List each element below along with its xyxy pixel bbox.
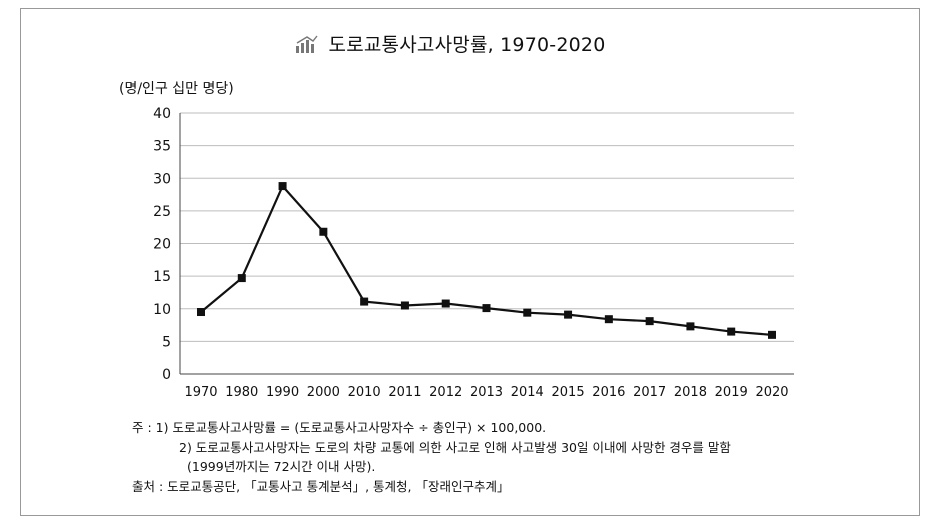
data-point — [523, 308, 532, 317]
y-tick-labels: 0 5 10 15 20 25 30 35 40 — [153, 106, 171, 383]
data-point — [768, 330, 776, 339]
x-tick-label: 2020 — [755, 385, 788, 400]
x-tick-label: 2011 — [388, 385, 421, 400]
chart-title-text: 도로교통사고사망률, 1970-2020 — [328, 34, 606, 56]
y-tick-label: 10 — [153, 302, 171, 318]
x-tick-label: 2000 — [307, 385, 340, 400]
note-2: 2) 도로교통사고사망자는 도로의 차량 교통에 의한 사고로 인해 사고발생 … — [179, 439, 731, 455]
x-tick-label: 2016 — [592, 385, 625, 400]
bar-chart-icon — [295, 35, 319, 58]
data-point — [645, 317, 654, 326]
x-tick-label: 1970 — [184, 385, 217, 400]
chart-frame — [20, 8, 920, 516]
x-tick-label: 2015 — [552, 385, 585, 400]
x-tick-label: 1990 — [266, 385, 299, 400]
y-tick-label: 15 — [153, 269, 171, 285]
note-3: (1999년까지는 72시간 이내 사망). — [187, 459, 376, 474]
data-point — [197, 308, 205, 317]
x-tick-label: 2012 — [429, 385, 462, 400]
chart-title: 도로교통사고사망률, 1970-2020 — [0, 30, 900, 58]
data-point — [278, 182, 287, 191]
x-tick-label: 2019 — [715, 385, 748, 400]
data-point — [319, 227, 328, 236]
y-tick-label: 20 — [153, 237, 171, 253]
data-point — [564, 310, 573, 319]
data-point — [400, 301, 409, 310]
series-group — [197, 182, 776, 339]
axes — [179, 113, 794, 375]
x-tick-label: 2010 — [348, 385, 381, 400]
x-tick-label: 1980 — [225, 385, 258, 400]
data-point — [441, 299, 450, 308]
x-tick-labels: 1970 1980 1990 2000 2010 2011 2012 2013 2014 2015… — [184, 385, 788, 400]
source-note: 출처 : 도로교통공단, 「교통사고 통계분석」, 통계청, 「장래인구추계」 — [132, 478, 510, 494]
data-point — [686, 322, 695, 331]
series-line — [200, 184, 773, 336]
y-tick-label: 25 — [153, 204, 171, 220]
y-tick-label: 35 — [153, 139, 171, 155]
data-point — [482, 304, 491, 313]
y-tick-label: 5 — [162, 334, 171, 350]
data-point — [360, 297, 369, 306]
data-point — [604, 315, 613, 324]
y-tick-label: 0 — [162, 367, 171, 383]
x-tick-label: 2013 — [470, 385, 503, 400]
x-tick-label: 2014 — [511, 385, 544, 400]
y-tick-label: 30 — [153, 171, 171, 187]
footnotes: 주 : 1) 도로교통사고사망률 = (도로교통사고사망자수 ÷ 총인구) × … — [132, 418, 731, 496]
x-tick-label: 2017 — [633, 385, 666, 400]
y-tick-label: 40 — [153, 106, 171, 122]
note-1: 주 : 1) 도로교통사고사망률 = (도로교통사고사망자수 ÷ 총인구) × … — [132, 420, 547, 435]
x-tick-label: 2018 — [674, 385, 707, 400]
grid-lines — [180, 112, 794, 342]
y-axis-label: (명/인구 십만 명당) — [119, 81, 234, 97]
data-point — [727, 327, 736, 336]
data-point — [237, 274, 246, 283]
